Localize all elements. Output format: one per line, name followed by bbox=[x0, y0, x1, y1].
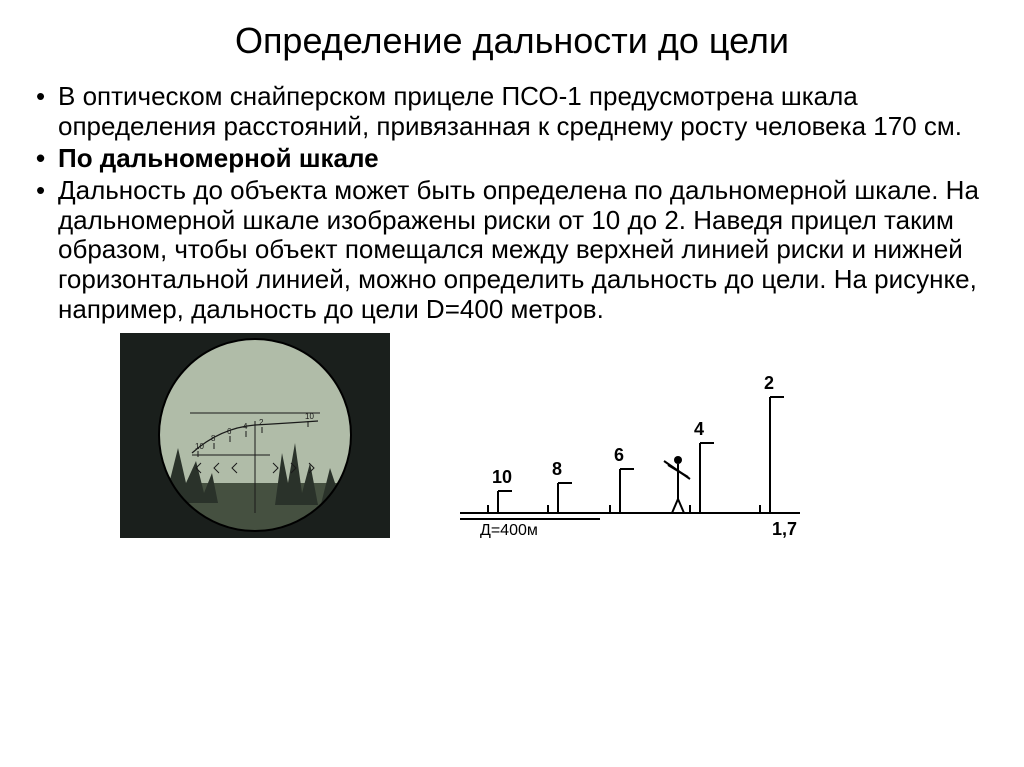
svg-text:10: 10 bbox=[305, 412, 314, 421]
svg-text:8: 8 bbox=[552, 459, 562, 479]
svg-text:Д=400м: Д=400м bbox=[480, 522, 538, 538]
bullet-item: Дальность до объекта может быть определе… bbox=[30, 176, 994, 325]
svg-text:8: 8 bbox=[211, 434, 216, 443]
bullet-item: В оптическом снайперском прицеле ПСО-1 п… bbox=[30, 82, 994, 142]
svg-text:10: 10 bbox=[195, 442, 204, 451]
images-row: 10 8 6 4 2 10 10 8 6 4 2 Д=400м 1,7 bbox=[30, 333, 994, 538]
svg-text:2: 2 bbox=[764, 373, 774, 393]
svg-text:4: 4 bbox=[694, 419, 704, 439]
rangefinder-scale-diagram: 10 8 6 4 2 Д=400м 1,7 bbox=[450, 358, 810, 538]
svg-text:6: 6 bbox=[227, 427, 232, 436]
svg-text:6: 6 bbox=[614, 445, 624, 465]
svg-text:10: 10 bbox=[492, 467, 512, 487]
bullet-item: По дальномерной шкале bbox=[30, 144, 994, 174]
page-title: Определение дальности до цели bbox=[30, 20, 994, 62]
bullet-list: В оптическом снайперском прицеле ПСО-1 п… bbox=[30, 82, 994, 325]
svg-text:4: 4 bbox=[243, 422, 248, 431]
scope-image: 10 8 6 4 2 10 bbox=[120, 333, 390, 538]
svg-text:1,7: 1,7 bbox=[772, 519, 797, 538]
svg-text:2: 2 bbox=[259, 418, 264, 427]
